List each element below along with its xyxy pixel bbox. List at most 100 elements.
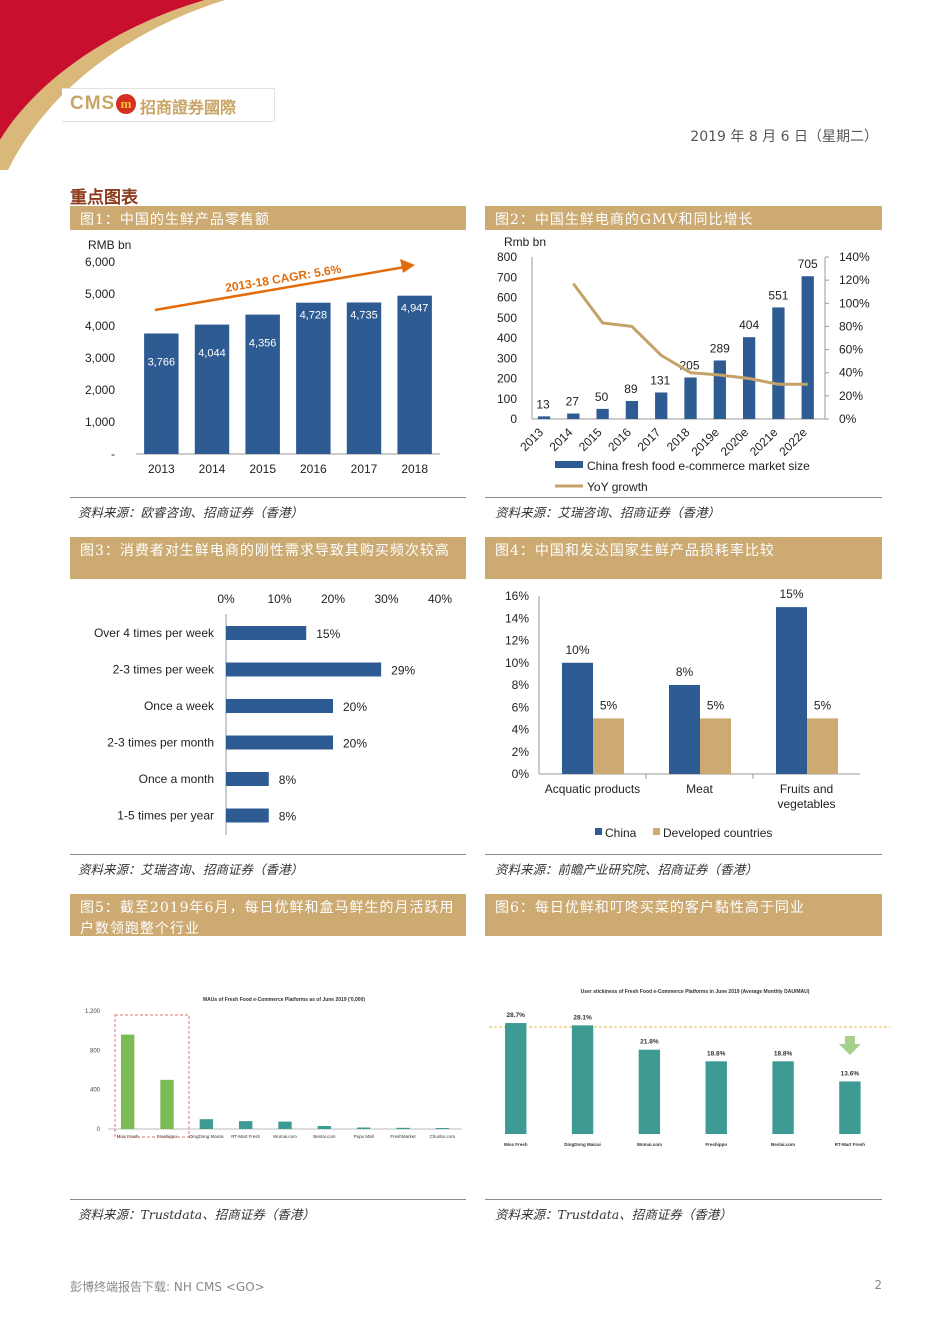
bar [801, 276, 814, 419]
figure-5-source: 资料来源：Trustdata、招商证券（香港） [78, 1207, 315, 1222]
x-tick-label: 2017 [351, 462, 378, 476]
y-tick-label: 2% [512, 745, 530, 759]
footer-download-text: 彭博终端报告下载: NH CMS <GO> [70, 1280, 265, 1294]
x-tick-label: Pupu Mall [354, 1134, 374, 1139]
y-tick-label: 14% [505, 611, 529, 625]
y2-tick-label: 120% [839, 273, 870, 287]
cagr-annotation: 2013-18 CAGR: 5.6% [224, 262, 342, 295]
bar-value-label: 18.8% [774, 1050, 793, 1057]
x-tick-label: 2013 [517, 425, 546, 454]
x-tick-label: 0% [217, 592, 235, 606]
bar-value-label: 13 [536, 397, 550, 411]
bar [505, 1023, 527, 1134]
bar [638, 1049, 661, 1134]
bar [278, 1121, 292, 1129]
figure-4-chart: 0% 2% 4% 6% 8% 10% 12% 14% 16% 10% 5% Acquatic prod… [505, 587, 860, 840]
bar-value-label: 4,947 [401, 303, 429, 315]
y-tick-label: 3,000 [85, 351, 115, 365]
bar-value-label: 27 [566, 395, 580, 409]
y2-tick-label: 40% [839, 366, 863, 380]
company-logo: CMS m 招商證券國際 [62, 88, 275, 122]
bar [226, 808, 269, 823]
x-tick-label: 2021e [747, 425, 781, 459]
bar-value-label: 28.7% [507, 1012, 526, 1019]
bar [807, 718, 838, 774]
x-tick-label: Acquatic products [545, 782, 640, 796]
figure-5-caption: 图5：截至2019年6月，每日优鲜和盒马鲜生的月活跃用户数领跑整个行业 [70, 894, 466, 937]
bar [705, 1061, 727, 1134]
y2-tick-label: 140% [839, 250, 870, 264]
logo-text: CMS [70, 93, 116, 114]
page-number: 2 [874, 1278, 882, 1292]
chart-title: MAUs of Fresh Food e-Commerce Platforms … [203, 997, 365, 1003]
bar [120, 1034, 135, 1129]
bar-value-label: 3,766 [148, 356, 176, 368]
x-tick-label: 2014 [199, 462, 226, 476]
figure-6-source-rule [485, 1199, 882, 1200]
x-tick-label: Freshippo [705, 1142, 727, 1147]
x-tick-label: 40% [428, 592, 452, 606]
y2-tick-label: 20% [839, 389, 863, 403]
bar [839, 1081, 861, 1134]
bar-value-label: 20% [343, 700, 367, 714]
bar [776, 607, 807, 774]
y-tick-label: 8% [512, 678, 530, 692]
y-tick-label: 700 [497, 270, 517, 284]
y2-tick-label: 0% [839, 412, 857, 426]
corner-swoosh-decoration [0, 0, 225, 170]
x-tick-label: 2018 [401, 462, 428, 476]
x-tick-label: Benlai.com [313, 1134, 336, 1139]
bar-value-label: 4,735 [350, 309, 378, 321]
bar [245, 314, 280, 454]
x-tick-label: 2016 [605, 425, 634, 454]
bar [435, 1128, 450, 1129]
x-tick-label: Benlai.com [771, 1142, 795, 1147]
y-axis-label: RMB bn [88, 238, 131, 252]
bar [238, 1121, 253, 1129]
x-tick-label: 30% [374, 592, 398, 606]
bar-value-label: 21.8% [640, 1039, 659, 1046]
legend-china-swatch [595, 828, 602, 835]
category-label: Once a week [144, 699, 215, 713]
y-tick-label: 1,200 [85, 1009, 101, 1015]
bar [226, 735, 333, 750]
bar-value-label: 4,044 [198, 348, 226, 360]
bar-value-label: 289 [710, 341, 730, 355]
chart-title: User stickiness of Fresh Food e-Commerce… [581, 989, 810, 995]
bar [700, 718, 731, 774]
highlight-box [114, 1014, 190, 1138]
y-tick-label: 0 [97, 1127, 101, 1133]
bar [396, 1127, 410, 1129]
x-tick-label: 2014 [547, 425, 576, 454]
logo-mark-icon: m [116, 94, 136, 114]
bar-value-label: 131 [650, 373, 670, 387]
bar [625, 400, 639, 419]
y-tick-label: 0 [510, 412, 517, 426]
bar-value-label: 20% [343, 737, 367, 751]
figure-2-caption: 图2：中国生鲜电商的GMV和同比增长 [485, 206, 882, 230]
x-tick-label: DingDong Maicai [564, 1142, 601, 1147]
x-tick-label: 2022e [776, 425, 810, 459]
y-tick-label: 4% [512, 723, 530, 737]
bar [226, 662, 382, 677]
x-tick-label: RT-Mart Fresh [231, 1134, 260, 1139]
y-tick-label: 600 [497, 291, 517, 305]
figure-6-source: 资料来源：Trustdata、招商证券（香港） [495, 1207, 732, 1222]
bar [567, 413, 580, 419]
y-tick-label: 400 [497, 331, 517, 345]
logo-chinese-text: 招商證券國際 [140, 98, 237, 117]
figure-4-source-rule [485, 854, 882, 855]
y-tick-label: 12% [505, 634, 529, 648]
y-tick-label: 500 [497, 311, 517, 325]
bar [144, 333, 179, 454]
x-tick-label: 2015 [576, 425, 605, 454]
x-tick-label: Womai.com [273, 1134, 297, 1139]
x-tick-label: 20% [321, 592, 345, 606]
legend-label: YoY growth [587, 480, 648, 494]
y-axis-label: Rmb bn [504, 235, 546, 249]
figure-6-chart: User stickiness of Fresh Food e-Commerce… [489, 989, 890, 1147]
bar-value-label: 18.8% [707, 1050, 726, 1057]
legend-label: Developed countries [663, 826, 772, 840]
figure-3-caption: 图3：消费者对生鲜电商的刚性需求导致其购买频次较高 [70, 537, 466, 579]
bar-value-label: 15% [779, 587, 803, 601]
